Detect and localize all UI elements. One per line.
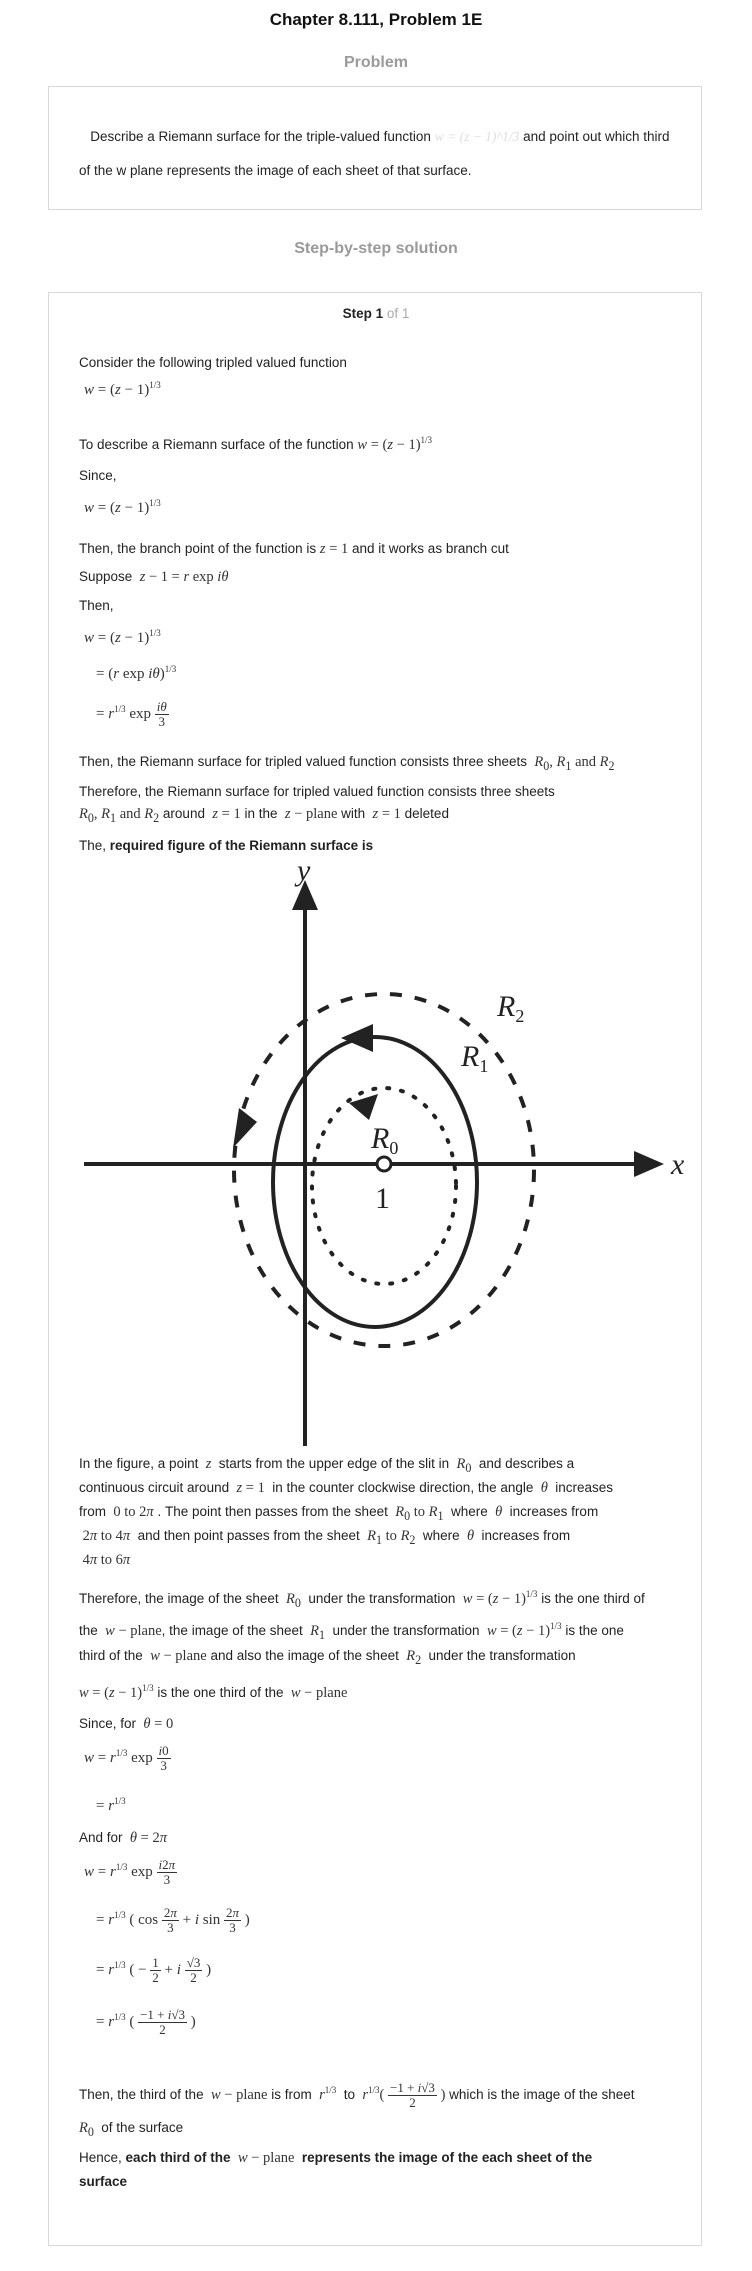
- eq-3c: = r1/3 exp iθ 3: [96, 699, 169, 729]
- fig-line-3: from 0 to 2π . The point then passes fro…: [79, 1504, 599, 1523]
- r2-direction-arrow-icon: [233, 1108, 257, 1148]
- riemann-surface-figure: x y 1 R0 R1 R2: [84, 858, 685, 1446]
- problem-formula: w = (z − 1)^1/3: [434, 129, 520, 144]
- solution-box: [48, 292, 702, 2246]
- step-of: of 1: [386, 306, 410, 321]
- step-label: Step 1: [342, 306, 384, 321]
- line-7: Then, the Riemann surface for tripled va…: [79, 754, 615, 773]
- line-1: Consider the following tripled valued fu…: [79, 355, 347, 370]
- line-4: Then, the branch point of the function i…: [79, 541, 509, 557]
- problem-box: [48, 86, 702, 210]
- line-2: To describe a Riemann surface of the fun…: [79, 435, 433, 453]
- conclusion-line-2: R0 of the surface: [79, 2120, 184, 2139]
- line-8b: R0, R1 and R2 around z = 1 in the z − pl…: [79, 806, 449, 825]
- eq-4a: w = r1/3 exp i0 3: [84, 1743, 171, 1773]
- sheet-r1-curve: [271, 1035, 479, 1329]
- transform-line-3: third of the w − plane and also the imag…: [79, 1648, 576, 1667]
- y-arrow-icon: [292, 880, 318, 910]
- line-9: The, required figure of the Riemann surf…: [79, 838, 374, 853]
- step-header: Step 1 of 1: [0, 306, 752, 321]
- sheet-r0-curve: [310, 1086, 458, 1286]
- eq-5d: = r1/3 ( −1 + i√3 2 ): [96, 2007, 196, 2037]
- label-r2: R2: [496, 990, 524, 1026]
- fig-line-5: 4π to 6π: [79, 1552, 131, 1568]
- x-axis-label: x: [670, 1148, 685, 1181]
- fig-line-4: 2π to 4π and then point passes from the …: [79, 1528, 571, 1547]
- line-6: Then,: [79, 598, 114, 613]
- eq-2: w = (z − 1)1/3: [84, 498, 161, 516]
- fig-line-2: continuous circuit around z = 1 in the c…: [79, 1480, 614, 1496]
- solution-heading: Step-by-step solution: [294, 240, 458, 257]
- fig-line-1: In the figure, a point z starts from the…: [79, 1456, 575, 1475]
- problem-text-a: Describe a Riemann surface for the tripl…: [90, 129, 431, 144]
- eq-1: w = (z − 1)1/3: [84, 380, 161, 398]
- line-5: Suppose z − 1 = r exp iθ: [79, 569, 229, 585]
- r0-direction-arrow-icon: [349, 1094, 378, 1120]
- eq-5a: w = r1/3 exp i2π 3: [84, 1857, 178, 1887]
- eq-4b: = r1/3: [96, 1796, 126, 1814]
- conclusion-line-1: Then, the third of the w − plane is from…: [79, 2080, 635, 2110]
- branch-point: [375, 1155, 393, 1173]
- eq-5b: = r1/3 ( cos 2π 3 + i sin 2π 3 ): [96, 1905, 250, 1935]
- eq-3b: = (r exp iθ)1/3: [96, 664, 177, 682]
- transform-line-4: w = (z − 1)1/3 is the one third of the w…: [79, 1683, 348, 1701]
- label-r0: R0: [370, 1122, 398, 1158]
- label-r1: R1: [460, 1040, 488, 1076]
- eq-3a: w = (z − 1)1/3: [84, 628, 161, 646]
- chapter-title: Chapter 8.111, Problem 1E: [269, 10, 483, 29]
- problem-text-b: and point out which third of the w plane…: [79, 129, 670, 178]
- transform-line-1: Therefore, the image of the sheet R0 und…: [79, 1589, 645, 1610]
- y-axis-label: y: [294, 858, 311, 887]
- transform-line-2: the w − plane, the image of the sheet R1…: [79, 1621, 624, 1642]
- line-3: Since,: [79, 468, 117, 483]
- and-for-line: And for θ = 2π: [79, 1830, 167, 1846]
- hence-line-2: surface: [79, 2174, 128, 2189]
- r1-direction-arrow-icon: [341, 1024, 373, 1052]
- since-line: Since, for θ = 0: [79, 1716, 174, 1732]
- problem-text: Describe a Riemann surface for the tripl…: [79, 120, 679, 188]
- line-8: Therefore, the Riemann surface for tripl…: [79, 784, 555, 799]
- sheet-r2-curve: [232, 992, 536, 1348]
- problem-heading: Problem: [343, 54, 408, 71]
- x-arrow-icon: [634, 1151, 664, 1177]
- branch-point-label: 1: [375, 1182, 390, 1215]
- hence-line-1: Hence, each third of the w − plane repre…: [79, 2150, 593, 2166]
